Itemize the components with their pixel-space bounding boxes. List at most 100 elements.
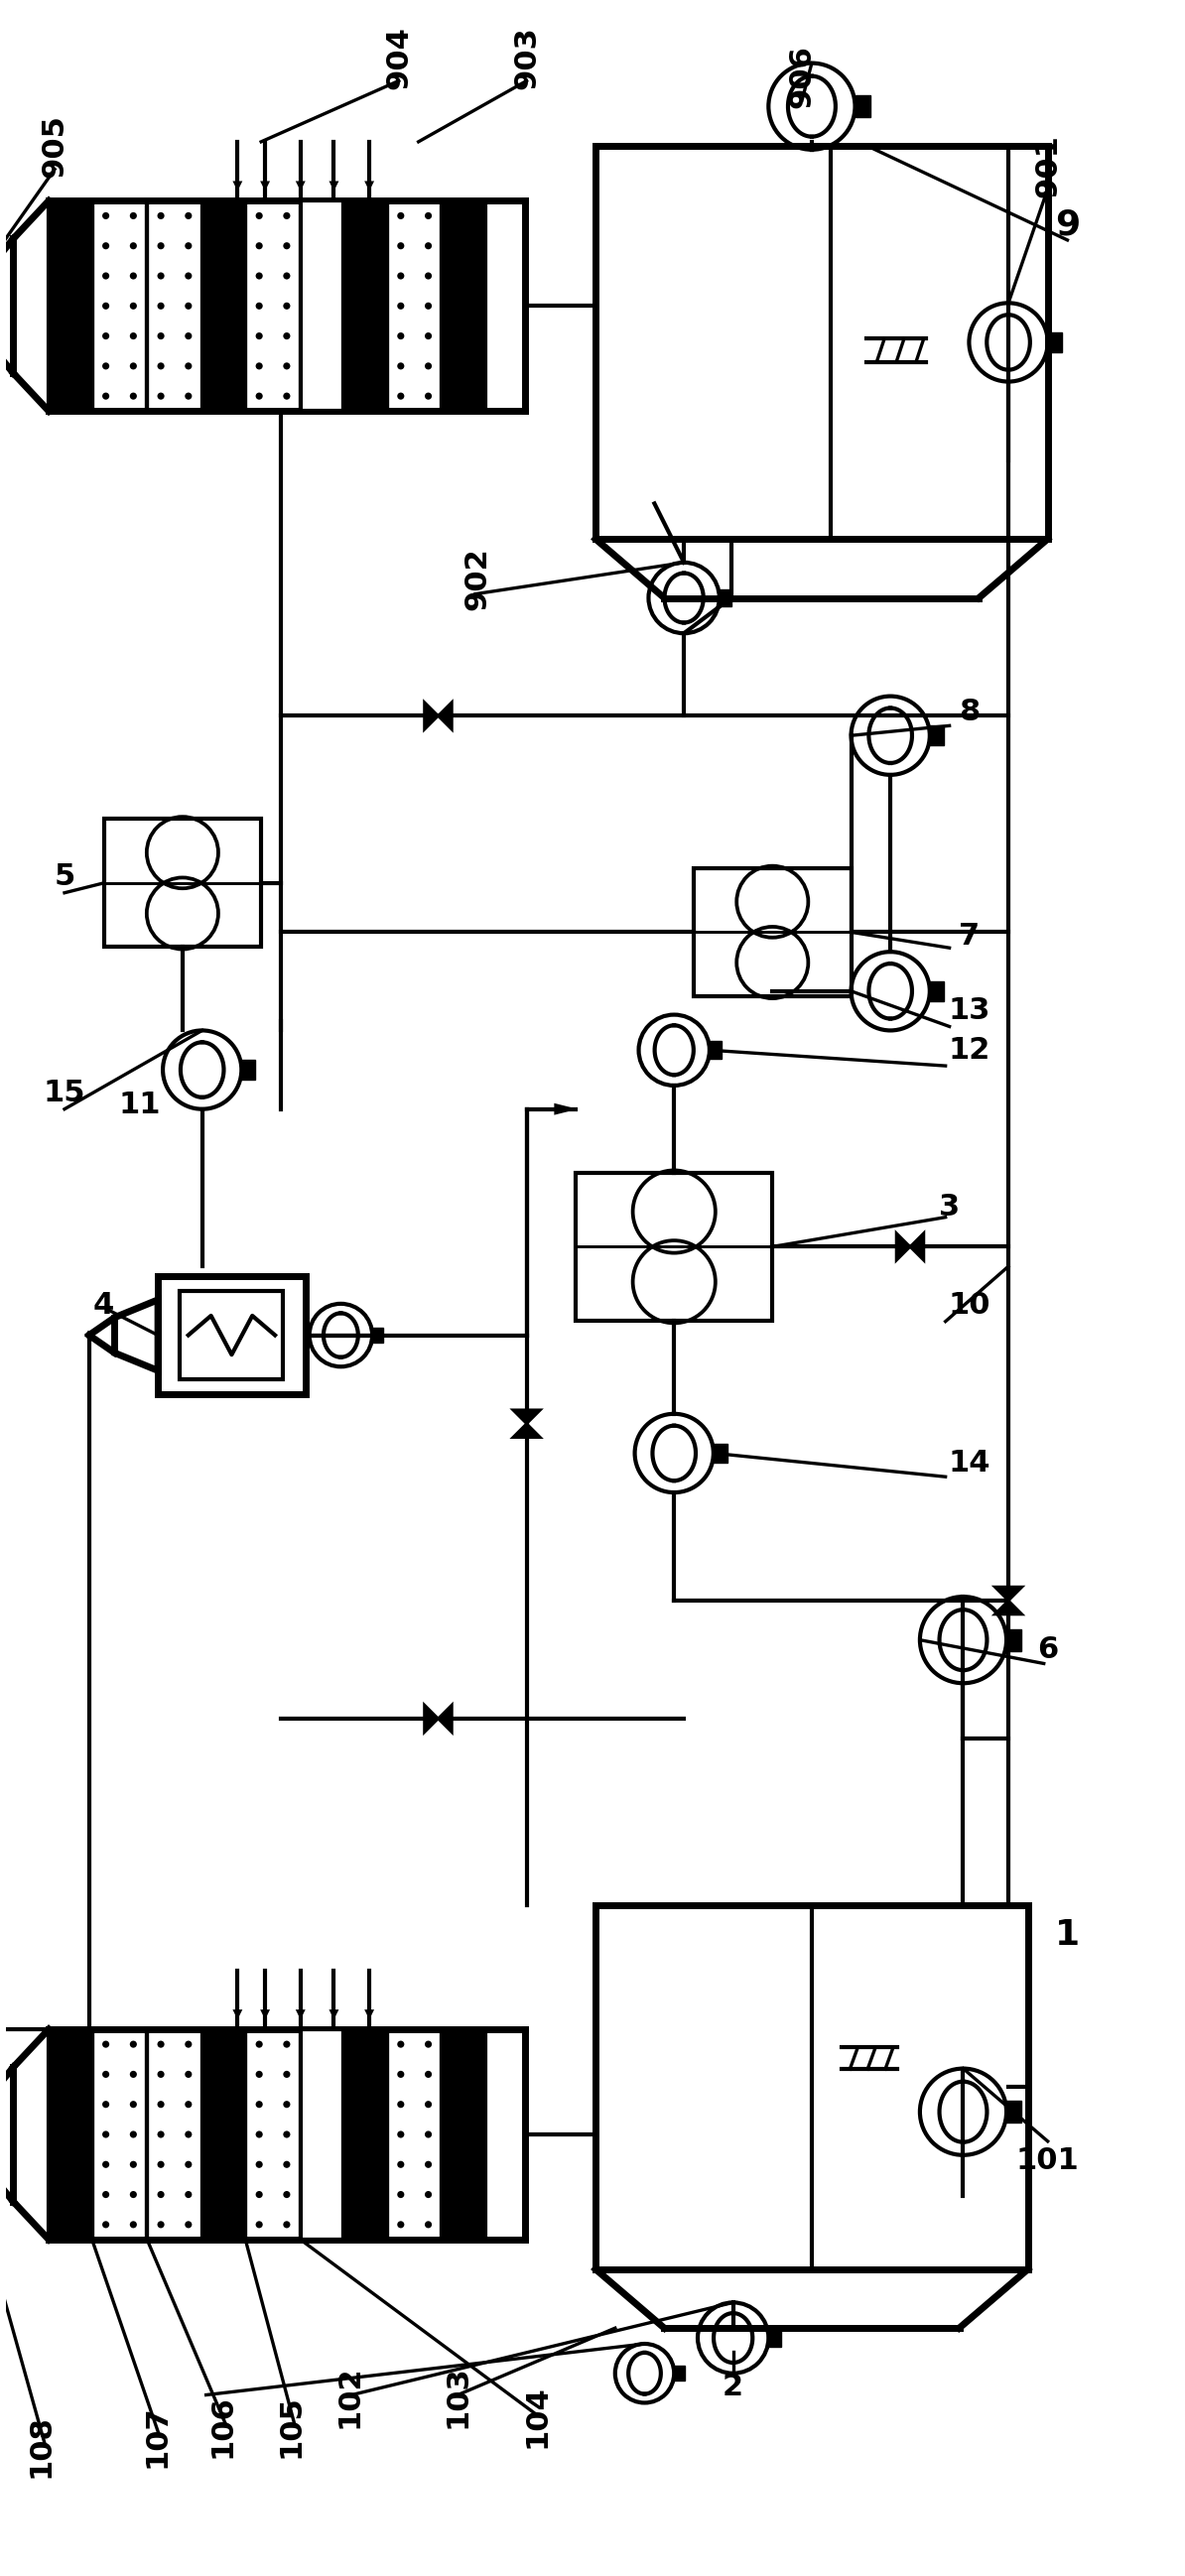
Text: 5: 5 bbox=[55, 863, 75, 891]
Bar bbox=[92, 201, 147, 412]
Text: 9: 9 bbox=[1055, 209, 1080, 242]
Bar bbox=[245, 2030, 301, 2239]
Text: 15: 15 bbox=[44, 1079, 85, 1108]
Circle shape bbox=[102, 2221, 109, 2228]
Circle shape bbox=[424, 301, 431, 309]
Bar bbox=[49, 2030, 92, 2239]
Circle shape bbox=[158, 273, 165, 278]
Circle shape bbox=[102, 273, 109, 278]
Circle shape bbox=[158, 332, 165, 340]
Circle shape bbox=[185, 2221, 192, 2228]
Circle shape bbox=[102, 363, 109, 368]
Circle shape bbox=[397, 2130, 404, 2138]
Bar bbox=[301, 2030, 344, 2239]
Text: 6: 6 bbox=[1037, 1636, 1058, 1664]
Circle shape bbox=[185, 2040, 192, 2048]
Polygon shape bbox=[261, 2009, 270, 2020]
Circle shape bbox=[130, 2130, 137, 2138]
Bar bbox=[301, 201, 344, 412]
Text: 102: 102 bbox=[335, 2365, 364, 2429]
Circle shape bbox=[397, 242, 404, 250]
Bar bbox=[1006, 2102, 1021, 2123]
Circle shape bbox=[283, 2040, 290, 2048]
Polygon shape bbox=[910, 1234, 924, 1260]
Circle shape bbox=[424, 2040, 431, 2048]
Text: 103: 103 bbox=[443, 2365, 472, 2429]
Circle shape bbox=[185, 301, 192, 309]
Text: 104: 104 bbox=[523, 2385, 551, 2447]
Bar bbox=[387, 201, 442, 412]
Circle shape bbox=[397, 392, 404, 399]
Circle shape bbox=[130, 332, 137, 340]
Circle shape bbox=[256, 2102, 263, 2107]
Circle shape bbox=[424, 2161, 431, 2169]
Circle shape bbox=[283, 2102, 290, 2107]
Circle shape bbox=[424, 363, 431, 368]
Bar bbox=[710, 1041, 722, 1059]
Circle shape bbox=[102, 392, 109, 399]
Bar bbox=[442, 201, 486, 412]
Circle shape bbox=[283, 2192, 290, 2197]
Circle shape bbox=[102, 301, 109, 309]
Circle shape bbox=[256, 301, 263, 309]
Circle shape bbox=[130, 392, 137, 399]
Circle shape bbox=[397, 2040, 404, 2048]
Circle shape bbox=[424, 2192, 431, 2197]
Circle shape bbox=[158, 2071, 165, 2079]
Circle shape bbox=[158, 2161, 165, 2169]
Circle shape bbox=[130, 2221, 137, 2228]
Circle shape bbox=[283, 301, 290, 309]
Text: 14: 14 bbox=[948, 1448, 991, 1479]
Polygon shape bbox=[329, 180, 339, 191]
Circle shape bbox=[158, 392, 165, 399]
Circle shape bbox=[256, 2161, 263, 2169]
Circle shape bbox=[424, 332, 431, 340]
Circle shape bbox=[102, 2130, 109, 2138]
Text: 105: 105 bbox=[276, 2396, 305, 2458]
Circle shape bbox=[424, 392, 431, 399]
Bar bbox=[576, 1172, 773, 1321]
Circle shape bbox=[102, 242, 109, 250]
Text: 10: 10 bbox=[948, 1291, 991, 1319]
Circle shape bbox=[185, 2192, 192, 2197]
Circle shape bbox=[283, 2221, 290, 2228]
Circle shape bbox=[102, 2040, 109, 2048]
Circle shape bbox=[256, 242, 263, 250]
Circle shape bbox=[185, 2161, 192, 2169]
Circle shape bbox=[130, 301, 137, 309]
Text: 12: 12 bbox=[948, 1036, 991, 1064]
Bar bbox=[674, 2365, 685, 2380]
Text: 905: 905 bbox=[40, 113, 69, 178]
Circle shape bbox=[424, 2071, 431, 2079]
Bar bbox=[104, 819, 261, 948]
Bar bbox=[387, 2030, 442, 2239]
Circle shape bbox=[130, 2102, 137, 2107]
Polygon shape bbox=[994, 1600, 1023, 1615]
Text: 3: 3 bbox=[939, 1193, 960, 1221]
Circle shape bbox=[424, 2221, 431, 2228]
Text: 902: 902 bbox=[463, 546, 492, 611]
Circle shape bbox=[283, 392, 290, 399]
Circle shape bbox=[397, 273, 404, 278]
Text: 901: 901 bbox=[1033, 134, 1062, 196]
Bar bbox=[92, 2030, 147, 2239]
Text: 7: 7 bbox=[959, 922, 980, 951]
Circle shape bbox=[424, 2130, 431, 2138]
Polygon shape bbox=[261, 180, 270, 191]
Bar bbox=[344, 201, 387, 412]
Circle shape bbox=[102, 2161, 109, 2169]
Circle shape bbox=[130, 2071, 137, 2079]
Circle shape bbox=[283, 2071, 290, 2079]
Polygon shape bbox=[295, 180, 306, 191]
Circle shape bbox=[158, 363, 165, 368]
Circle shape bbox=[397, 2102, 404, 2107]
Circle shape bbox=[397, 211, 404, 219]
Circle shape bbox=[256, 2130, 263, 2138]
Text: 108: 108 bbox=[26, 2414, 56, 2478]
Circle shape bbox=[424, 211, 431, 219]
Bar bbox=[595, 1906, 1029, 2269]
Text: 13: 13 bbox=[948, 997, 991, 1025]
Circle shape bbox=[102, 211, 109, 219]
Polygon shape bbox=[424, 1705, 438, 1731]
Bar bbox=[344, 2030, 387, 2239]
